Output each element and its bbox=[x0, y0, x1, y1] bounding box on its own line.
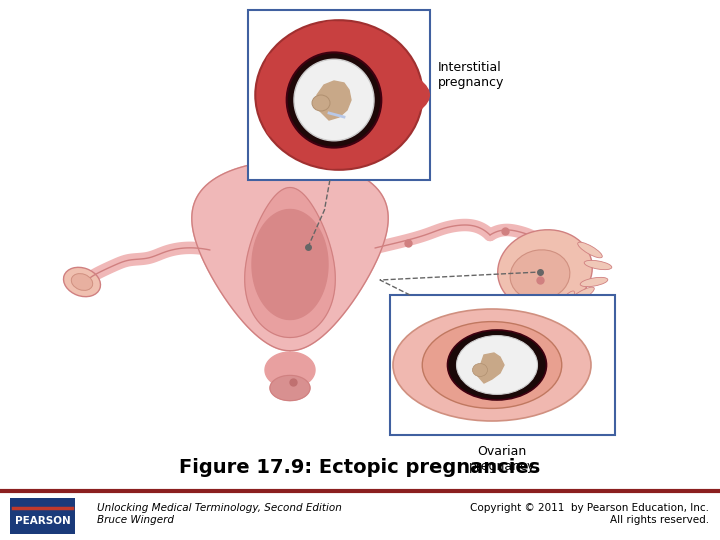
Polygon shape bbox=[261, 22, 430, 168]
Polygon shape bbox=[270, 375, 310, 401]
Ellipse shape bbox=[393, 309, 591, 421]
FancyBboxPatch shape bbox=[248, 10, 430, 180]
Polygon shape bbox=[245, 187, 336, 338]
Ellipse shape bbox=[570, 287, 594, 303]
Text: PEARSON: PEARSON bbox=[14, 516, 71, 526]
Ellipse shape bbox=[63, 267, 101, 296]
FancyBboxPatch shape bbox=[10, 498, 75, 534]
Ellipse shape bbox=[472, 363, 487, 376]
Text: Figure 17.9: Ectopic pregnancies: Figure 17.9: Ectopic pregnancies bbox=[179, 457, 541, 477]
Polygon shape bbox=[317, 81, 351, 120]
Text: Unlocking Medical Terminology, Second Edition
Bruce Wingerd: Unlocking Medical Terminology, Second Ed… bbox=[97, 503, 342, 525]
Ellipse shape bbox=[294, 59, 374, 141]
Polygon shape bbox=[252, 210, 328, 320]
FancyBboxPatch shape bbox=[390, 295, 615, 435]
Text: Copyright © 2011  by Pearson Education, Inc.
All rights reserved.: Copyright © 2011 by Pearson Education, I… bbox=[470, 503, 709, 525]
Ellipse shape bbox=[448, 330, 546, 400]
Ellipse shape bbox=[312, 95, 330, 111]
Polygon shape bbox=[477, 353, 504, 383]
Text: Interstitial
pregnancy: Interstitial pregnancy bbox=[438, 60, 505, 89]
Ellipse shape bbox=[584, 260, 612, 269]
Ellipse shape bbox=[498, 230, 593, 310]
Ellipse shape bbox=[287, 52, 382, 147]
Ellipse shape bbox=[556, 291, 575, 313]
Polygon shape bbox=[265, 352, 315, 388]
Ellipse shape bbox=[71, 274, 93, 291]
Ellipse shape bbox=[580, 278, 608, 287]
Ellipse shape bbox=[456, 335, 538, 394]
Ellipse shape bbox=[422, 322, 562, 408]
Ellipse shape bbox=[577, 242, 603, 258]
Text: Ovarian
pregnancy: Ovarian pregnancy bbox=[469, 445, 535, 473]
Ellipse shape bbox=[256, 20, 423, 170]
Ellipse shape bbox=[510, 250, 570, 300]
Polygon shape bbox=[192, 161, 388, 351]
